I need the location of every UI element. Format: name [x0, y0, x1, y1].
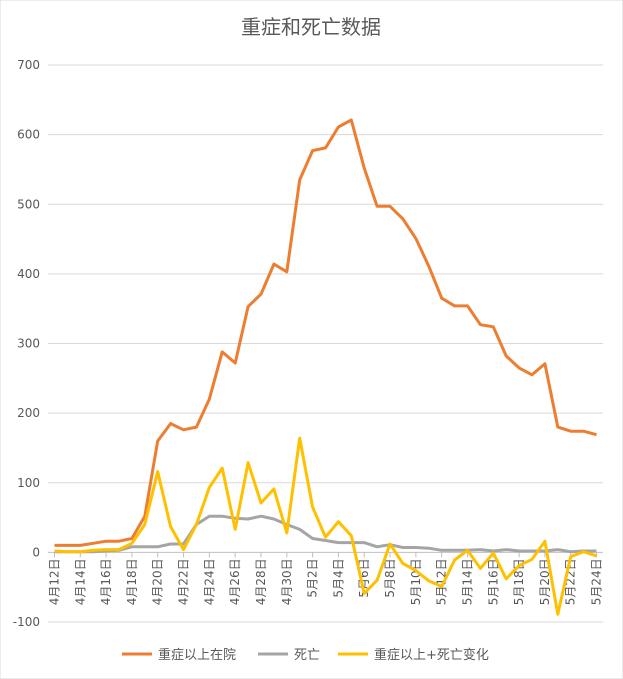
- x-tick-label: 4月22日: [177, 558, 191, 605]
- y-tick-label: 500: [17, 197, 40, 211]
- x-tick-label: 5月14日: [460, 558, 474, 605]
- y-tick-label: 0: [32, 545, 40, 559]
- y-tick-label: 200: [17, 406, 40, 420]
- x-tick-label: 5月12日: [435, 558, 449, 605]
- x-tick-label: 5月2日: [306, 558, 320, 597]
- x-tick-label: 4月14日: [73, 558, 87, 605]
- legend-label-1: 死亡: [294, 648, 320, 663]
- x-tick-label: 4月20日: [151, 558, 165, 605]
- series-line-2: [54, 436, 597, 616]
- legend: 重症以上在院 死亡 重症以上+死亡变化: [122, 647, 489, 663]
- x-tick-label: 4月18日: [125, 558, 139, 605]
- y-axis-ticks: -100 0 100 200 300 400 500 600 700: [13, 58, 40, 629]
- y-tick-label: 300: [17, 337, 40, 351]
- y-tick-label: 100: [17, 476, 40, 490]
- series-line-0: [54, 118, 597, 547]
- x-tick-label: 4月26日: [228, 558, 242, 605]
- x-tick-label: 5月8日: [383, 558, 397, 597]
- x-tick-label: 5月24日: [590, 558, 604, 605]
- x-tick-label: 4月30日: [280, 558, 294, 605]
- y-tick-label: -100: [13, 615, 40, 629]
- series-lines: [54, 118, 597, 616]
- series-line-1: [54, 514, 597, 554]
- x-tick-label: 5月16日: [486, 558, 500, 605]
- x-tick-label: 4月16日: [99, 558, 113, 605]
- x-tick-label: 4月12日: [47, 558, 61, 605]
- x-tick-label: 4月24日: [202, 558, 216, 605]
- x-tick-label: 4月28日: [254, 558, 268, 605]
- x-tick-label: 5月4日: [331, 558, 345, 597]
- x-tick-label: 5月20日: [538, 558, 552, 605]
- x-tick-label: 5月10日: [409, 558, 423, 605]
- chart-title: 重症和死亡数据: [241, 15, 381, 39]
- legend-label-2: 重症以上+死亡变化: [374, 647, 489, 663]
- grid-lines: [48, 64, 603, 623]
- y-tick-label: 400: [17, 267, 40, 281]
- y-tick-label: 700: [17, 58, 40, 72]
- y-tick-label: 600: [17, 128, 40, 142]
- legend-label-0: 重症以上在院: [158, 647, 236, 663]
